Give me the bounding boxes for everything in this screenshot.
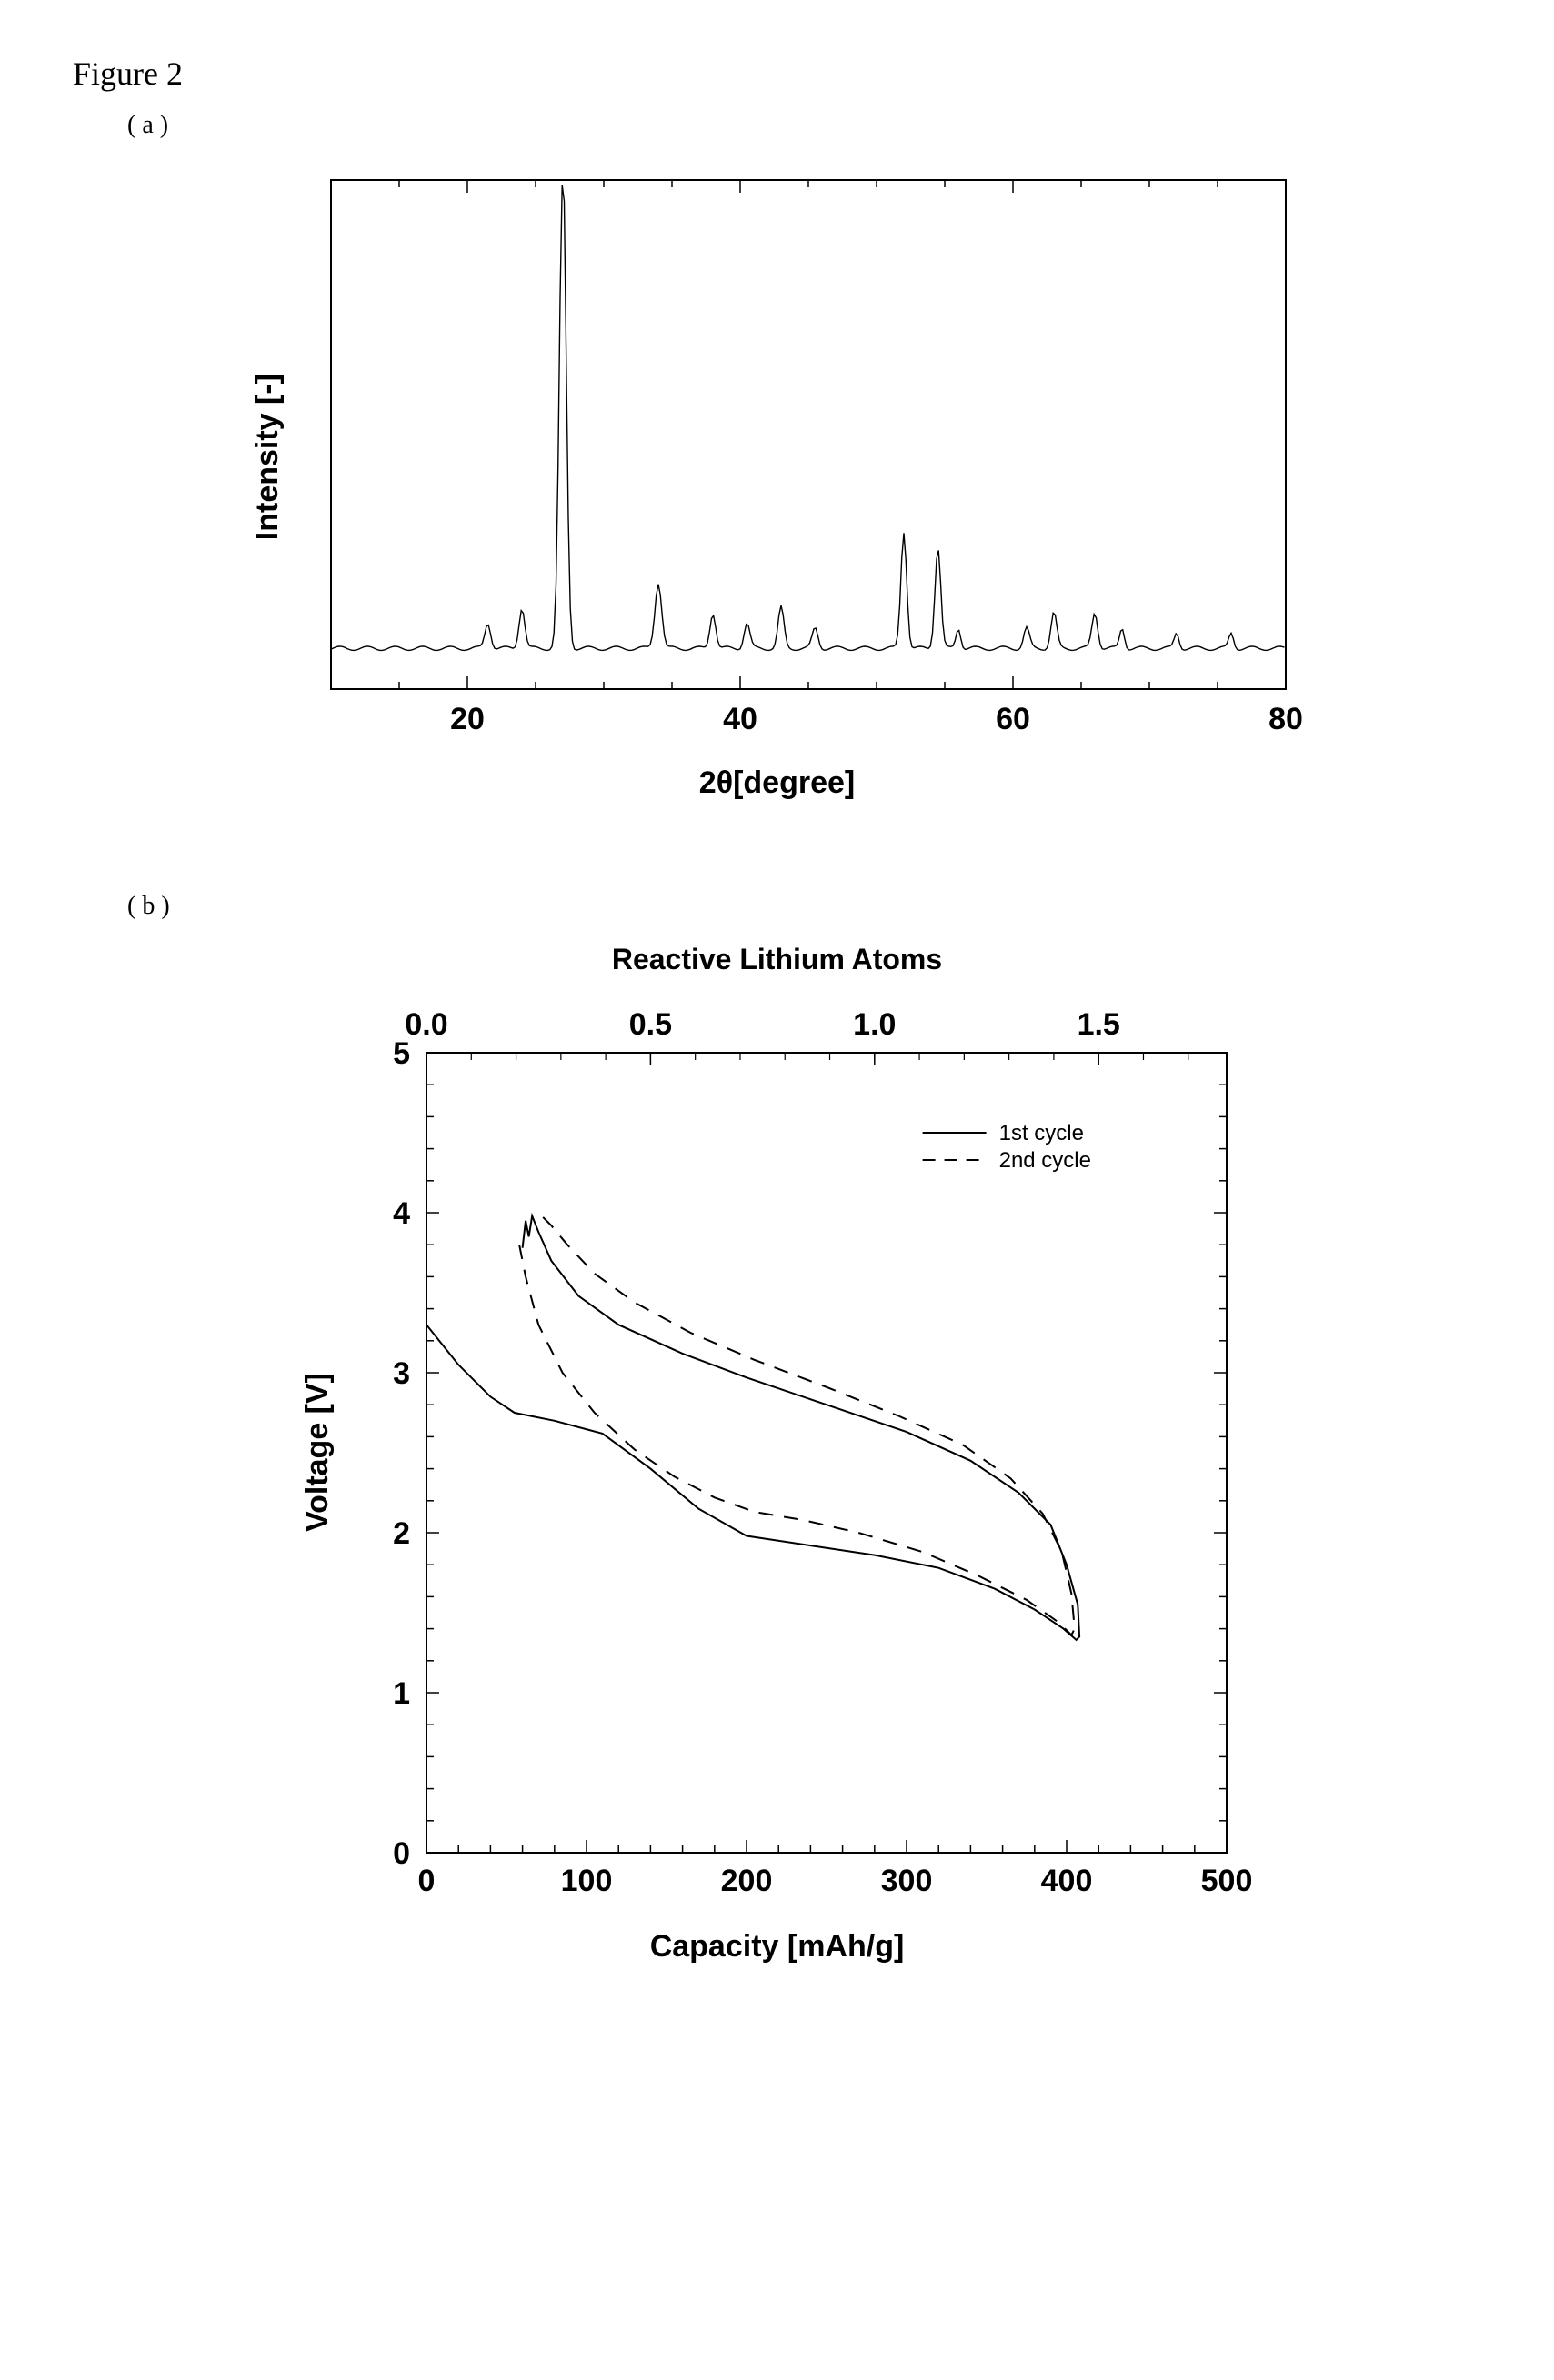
svg-text:80: 80 — [1268, 702, 1303, 736]
figure-title: Figure 2 — [73, 55, 1481, 93]
panel-b-ylabel: Voltage [V] — [300, 1373, 336, 1532]
panel-b-label: ( b ) — [127, 892, 1481, 921]
svg-text:0.5: 0.5 — [629, 1007, 672, 1042]
svg-text:1.0: 1.0 — [853, 1007, 896, 1042]
svg-text:1.5: 1.5 — [1078, 1007, 1120, 1042]
svg-text:4: 4 — [393, 1196, 410, 1231]
svg-text:0: 0 — [393, 1836, 410, 1871]
svg-text:60: 60 — [996, 702, 1030, 736]
svg-text:300: 300 — [881, 1864, 933, 1898]
svg-text:1: 1 — [393, 1676, 410, 1711]
svg-text:3: 3 — [393, 1356, 410, 1391]
svg-text:100: 100 — [561, 1864, 613, 1898]
svg-text:500: 500 — [1201, 1864, 1253, 1898]
svg-text:1st cycle: 1st cycle — [999, 1121, 1084, 1145]
panel-b-xlabel: Capacity [mAh/g] — [650, 1929, 905, 1965]
panel-a-xlabel: 2θ[degree] — [699, 765, 855, 801]
svg-text:20: 20 — [450, 702, 485, 736]
svg-text:200: 200 — [721, 1864, 773, 1898]
panel-a-ylabel: Intensity [-] — [250, 374, 286, 540]
panel-b-chart: Reactive Lithium Atoms Voltage [V] 0 100 2… — [73, 943, 1481, 1965]
svg-text:2nd cycle: 2nd cycle — [999, 1148, 1091, 1173]
panel-b-toplabel: Reactive Lithium Atoms — [612, 943, 942, 976]
svg-text:0.0: 0.0 — [405, 1007, 447, 1042]
panel-a-label: ( a ) — [127, 111, 1481, 140]
voltage-capacity-plot: 01002003004005000123450.00.51.01.51st cy… — [354, 989, 1254, 1916]
svg-text:2: 2 — [393, 1516, 410, 1551]
xrd-plot: 20 40 60 80 — [304, 162, 1304, 753]
svg-text:0: 0 — [418, 1864, 436, 1898]
panel-a-chart: Intensity [-] 20 40 60 80 2θ[degree] — [73, 162, 1481, 801]
svg-text:400: 400 — [1041, 1864, 1093, 1898]
svg-text:40: 40 — [723, 702, 757, 736]
